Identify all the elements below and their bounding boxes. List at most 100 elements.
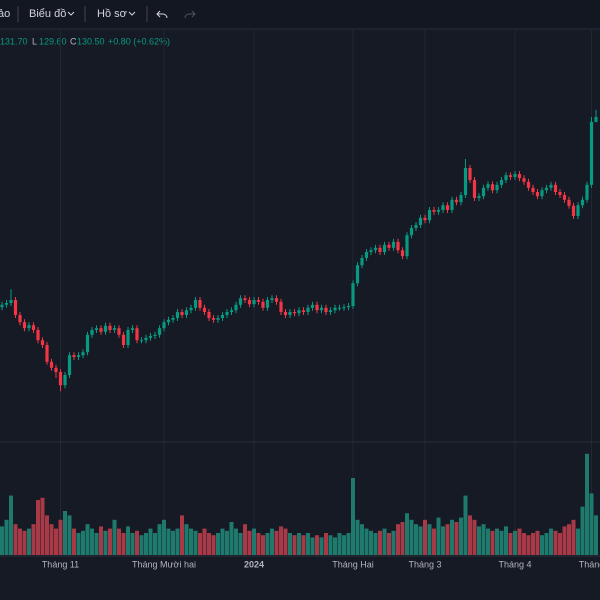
volume-bar (490, 530, 495, 555)
candle-body (423, 217, 427, 221)
volume-bar (49, 524, 54, 555)
volume-bar (553, 530, 558, 555)
candle-body (85, 334, 90, 353)
candle-body (22, 322, 27, 329)
candle-body (171, 318, 175, 320)
volume-bar (513, 530, 517, 555)
candle-body (202, 307, 207, 312)
candle-body (238, 298, 243, 305)
volume-bar (261, 535, 265, 555)
volume-bar (337, 533, 342, 555)
volume-bar (234, 528, 238, 555)
candle-body (562, 195, 567, 200)
candle-body (67, 355, 72, 375)
candle-body (256, 300, 261, 302)
toolbar-item[interactable]: Hồ sơ (97, 8, 127, 20)
volume-bar (567, 524, 571, 555)
candle-body (81, 352, 85, 356)
toolbar-item[interactable]: ảo (0, 8, 10, 20)
x-tick-label: Tháng (579, 559, 600, 569)
volume-bar (220, 528, 225, 555)
volume-bar (531, 533, 535, 555)
x-tick-label: Tháng Hai (332, 559, 374, 569)
candle-body (292, 312, 297, 314)
candle-body (468, 168, 472, 180)
volume-bar (85, 524, 90, 555)
candle-body (166, 319, 171, 323)
toolbar (0, 0, 600, 29)
candle-body (333, 307, 337, 311)
candle-body (459, 195, 463, 203)
candle-body (436, 210, 441, 212)
volume-bar (238, 533, 243, 555)
candle-body (144, 337, 148, 341)
candle-body (234, 304, 238, 311)
candle-body (450, 199, 454, 210)
candle-body (36, 330, 40, 341)
volume-bar (594, 515, 598, 555)
candle-body (40, 340, 45, 345)
candle-body (373, 247, 378, 251)
candle-body (0, 304, 4, 308)
candle-body (540, 190, 544, 197)
volume-bar (252, 528, 256, 555)
candle-body (522, 178, 526, 182)
volume-bar (72, 528, 76, 555)
volume-bar (247, 530, 252, 555)
volume-bar (90, 528, 94, 555)
candle-body (486, 184, 490, 188)
volume-bar (211, 535, 216, 555)
volume-bar (297, 533, 301, 555)
chevron[interactable] (128, 11, 136, 16)
volume-bar (427, 524, 432, 555)
candle-body (247, 300, 252, 305)
candle-body (364, 252, 369, 258)
volume-bar (454, 522, 459, 555)
candle-body (193, 300, 198, 308)
candle-body (481, 187, 486, 197)
toolbar-item[interactable]: Biểu đồ (29, 8, 66, 20)
volume-bar (76, 533, 81, 555)
volume-bar (202, 528, 207, 555)
candle-body (279, 301, 283, 312)
candle-body (288, 312, 292, 315)
volume-bar (423, 519, 427, 555)
volume-bar (540, 535, 544, 555)
candle-body (112, 328, 117, 330)
volume-bar (198, 533, 202, 555)
candle-body (216, 318, 220, 320)
volume-bar (135, 530, 139, 555)
readout-close: 130.50 (77, 36, 105, 46)
volume-bar (157, 524, 162, 555)
chevron[interactable] (67, 11, 75, 16)
candle-body (207, 312, 211, 318)
volume-bar (585, 453, 589, 555)
volume-bar (108, 528, 112, 555)
candle-body (504, 175, 508, 180)
candle-body (549, 184, 553, 188)
candle-body (391, 241, 396, 248)
candle-body (274, 298, 279, 302)
candle-body (265, 300, 270, 308)
candle-body (306, 307, 310, 312)
undo-icon[interactable] (156, 10, 168, 19)
candle-body (45, 345, 49, 362)
candle-body (517, 174, 522, 179)
candle-body (553, 184, 558, 192)
volume-bar (175, 528, 180, 555)
candle-body (400, 250, 405, 257)
candle-body (283, 312, 288, 315)
candle-body (9, 300, 13, 303)
readout-low: 129.60 (39, 36, 67, 46)
candle-body (378, 247, 382, 252)
volume-bar (544, 533, 549, 555)
candle-body (49, 361, 54, 368)
redo-icon[interactable] (184, 10, 196, 19)
volume-bar (463, 495, 468, 555)
volume-bar (486, 528, 490, 555)
candle-body (531, 187, 535, 192)
candle-body (180, 312, 184, 315)
candle-body (526, 181, 531, 188)
volume-bar (508, 533, 513, 555)
candle-body (220, 315, 225, 318)
